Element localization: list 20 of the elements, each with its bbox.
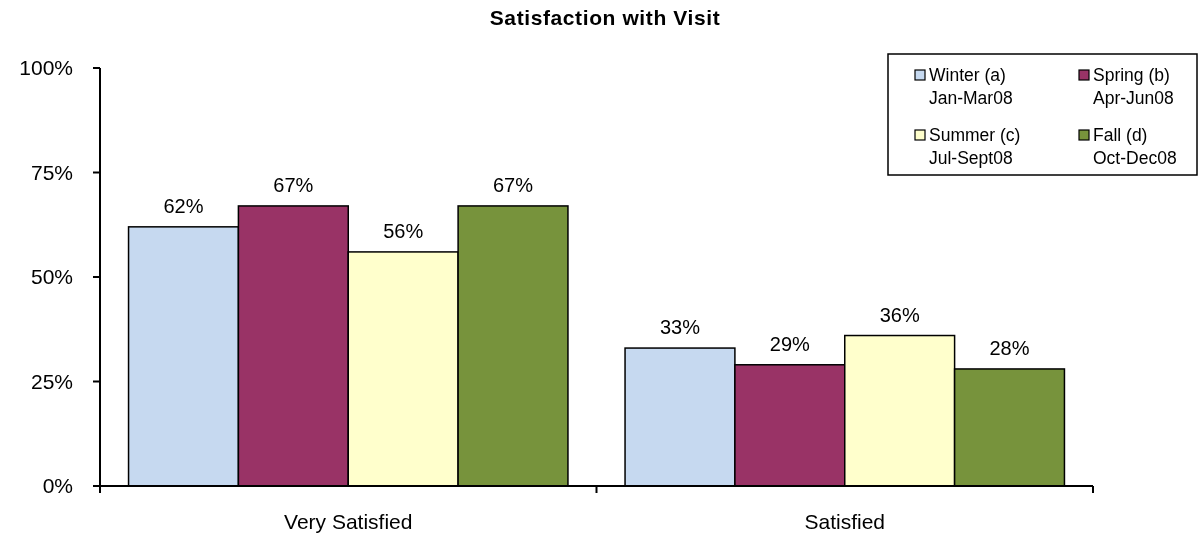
- x-tick-label: Satisfied: [804, 510, 886, 533]
- data-label: 56%: [383, 219, 424, 242]
- legend-label: Fall (d) Oct-Dec08: [1093, 125, 1177, 168]
- y-tick-label: 75%: [30, 160, 73, 184]
- legend-label: Spring (b) Apr-Jun08: [1093, 65, 1174, 108]
- y-tick-label: 50%: [30, 265, 73, 289]
- data-label: 67%: [273, 173, 314, 196]
- y-tick-label: 100%: [19, 56, 73, 80]
- data-label: 36%: [879, 303, 920, 326]
- legend-label: Winter (a) Jan-Mar08: [929, 65, 1013, 108]
- data-label: 28%: [989, 336, 1030, 359]
- data-label: 62%: [163, 194, 204, 217]
- data-label: 33%: [659, 316, 701, 339]
- legend-label: Summer (c) Jul-Sept08: [929, 125, 1021, 168]
- data-label: 67%: [493, 173, 534, 196]
- chart-title: Satisfaction with Visit: [489, 6, 721, 30]
- data-label: 29%: [769, 332, 811, 355]
- y-tick-label: 0%: [42, 474, 73, 498]
- x-tick-label: Very Satisfied: [284, 510, 413, 533]
- y-tick-label: 25%: [30, 369, 73, 393]
